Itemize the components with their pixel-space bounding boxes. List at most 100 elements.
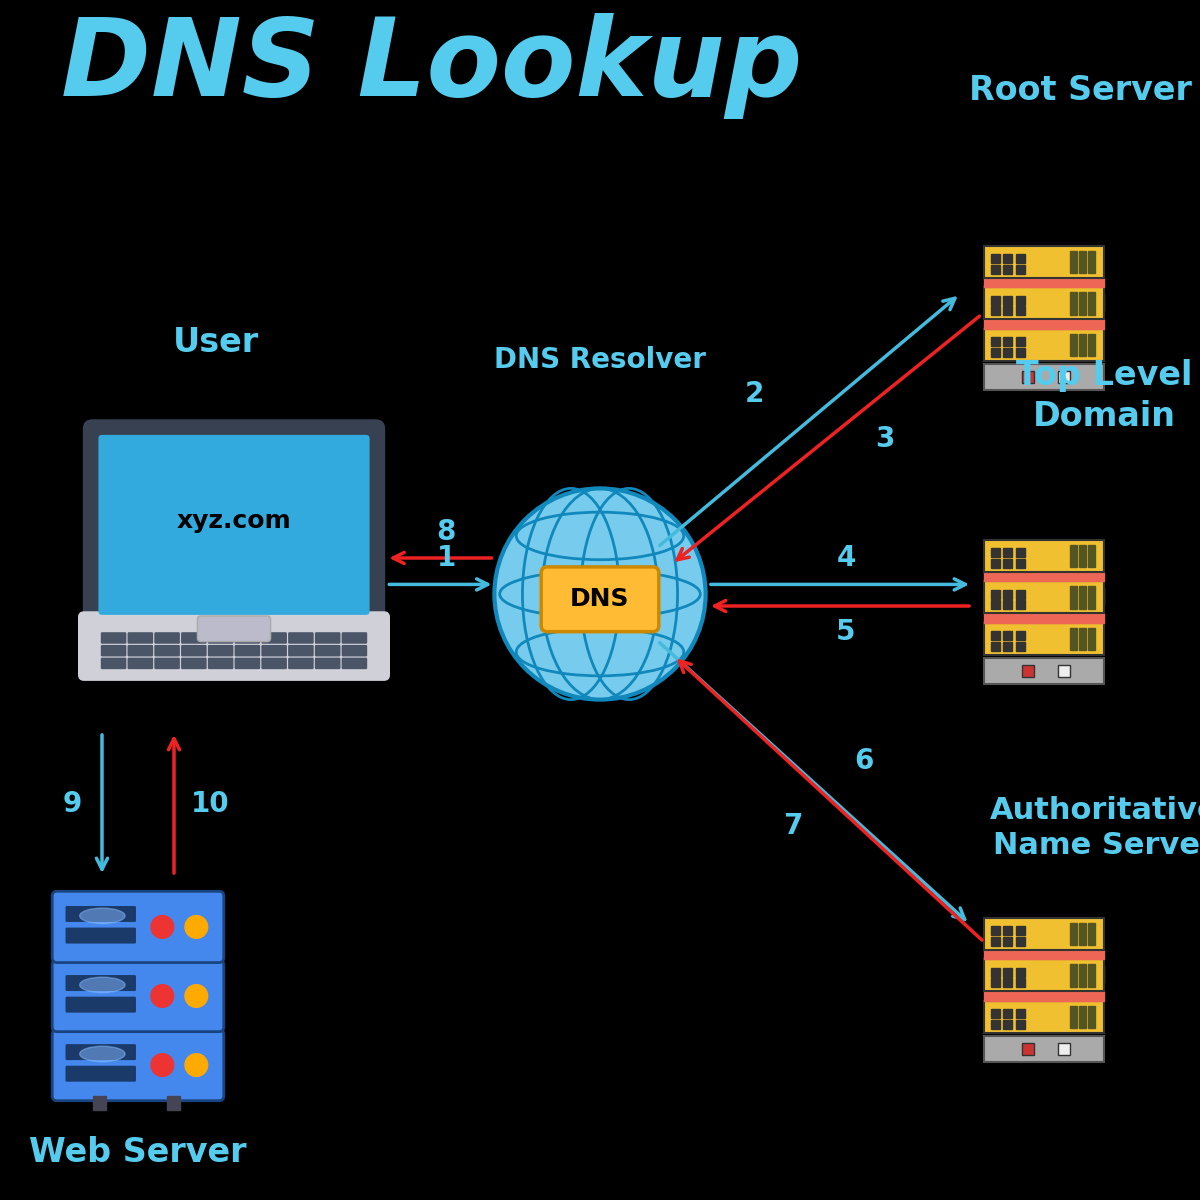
Bar	[1088, 628, 1096, 650]
Text: 2: 2	[745, 380, 764, 408]
Bar	[984, 991, 1104, 1001]
Bar	[1003, 337, 1013, 347]
Bar	[1015, 600, 1025, 610]
FancyBboxPatch shape	[984, 966, 1000, 983]
Bar	[984, 319, 1104, 329]
Bar	[991, 1020, 1000, 1028]
Bar	[1003, 1020, 1013, 1028]
Bar	[1003, 978, 1013, 988]
Bar	[1003, 548, 1013, 557]
FancyBboxPatch shape	[984, 540, 1104, 572]
FancyBboxPatch shape	[235, 658, 260, 670]
Bar	[1080, 334, 1086, 356]
FancyBboxPatch shape	[1022, 1043, 1034, 1055]
Bar	[991, 348, 1000, 356]
FancyBboxPatch shape	[984, 588, 1000, 605]
Bar	[991, 937, 1000, 946]
Bar	[984, 613, 1104, 623]
Circle shape	[151, 1054, 174, 1076]
Bar	[1080, 964, 1086, 986]
Bar	[1003, 590, 1013, 599]
FancyBboxPatch shape	[53, 892, 224, 962]
FancyBboxPatch shape	[208, 632, 233, 643]
FancyBboxPatch shape	[342, 644, 367, 656]
Bar	[991, 926, 1000, 935]
Circle shape	[185, 985, 208, 1007]
Circle shape	[494, 488, 706, 700]
Bar	[1003, 559, 1013, 568]
Bar	[92, 1096, 106, 1110]
Bar	[991, 254, 1000, 263]
FancyBboxPatch shape	[1058, 371, 1070, 383]
FancyBboxPatch shape	[1088, 294, 1104, 311]
FancyBboxPatch shape	[984, 1001, 1104, 1033]
FancyBboxPatch shape	[342, 658, 367, 670]
Bar	[1088, 964, 1096, 986]
Text: 6: 6	[854, 746, 874, 775]
Text: 7: 7	[784, 811, 803, 840]
FancyBboxPatch shape	[984, 658, 1104, 684]
Circle shape	[185, 916, 208, 938]
FancyBboxPatch shape	[984, 329, 1104, 361]
Bar	[1070, 964, 1078, 986]
FancyBboxPatch shape	[66, 976, 136, 991]
Bar	[1080, 1006, 1086, 1028]
Bar	[1070, 292, 1078, 314]
Bar	[1015, 937, 1025, 946]
FancyBboxPatch shape	[984, 364, 1104, 390]
Bar	[1003, 254, 1013, 263]
FancyBboxPatch shape	[101, 632, 126, 643]
Bar	[1015, 559, 1025, 568]
Bar	[984, 950, 1104, 959]
Bar	[1070, 334, 1078, 356]
Bar	[991, 600, 1000, 610]
Bar	[1080, 923, 1086, 946]
Bar	[1070, 1006, 1078, 1028]
Ellipse shape	[79, 977, 125, 992]
Bar	[1015, 1009, 1025, 1019]
Bar	[1015, 265, 1025, 274]
Text: 8: 8	[437, 517, 456, 546]
Bar	[1088, 545, 1096, 568]
FancyBboxPatch shape	[208, 644, 233, 656]
FancyBboxPatch shape	[1022, 371, 1034, 383]
Bar	[167, 1096, 180, 1110]
FancyBboxPatch shape	[984, 1036, 1104, 1062]
Bar	[1088, 292, 1096, 314]
Text: DNS Resolver: DNS Resolver	[494, 346, 706, 374]
FancyBboxPatch shape	[101, 644, 126, 656]
FancyBboxPatch shape	[984, 918, 1104, 950]
Bar	[991, 265, 1000, 274]
Ellipse shape	[79, 1046, 125, 1062]
FancyBboxPatch shape	[1022, 665, 1034, 677]
FancyBboxPatch shape	[155, 658, 180, 670]
FancyBboxPatch shape	[78, 611, 390, 680]
FancyBboxPatch shape	[53, 1030, 224, 1100]
Text: 10: 10	[191, 790, 229, 818]
Bar	[1015, 926, 1025, 935]
Bar	[1088, 251, 1096, 274]
Bar	[1088, 586, 1096, 608]
FancyBboxPatch shape	[208, 658, 233, 670]
Text: DNS: DNS	[570, 587, 630, 611]
Bar	[1015, 968, 1025, 977]
FancyBboxPatch shape	[288, 632, 313, 643]
Bar	[1015, 1020, 1025, 1028]
Bar	[991, 548, 1000, 557]
FancyBboxPatch shape	[127, 632, 154, 643]
Bar	[1015, 254, 1025, 263]
Bar	[1088, 1006, 1096, 1028]
Bar	[991, 1009, 1000, 1019]
FancyBboxPatch shape	[314, 658, 341, 670]
Bar	[991, 296, 1000, 305]
Bar	[991, 559, 1000, 568]
Bar	[1015, 631, 1025, 641]
FancyBboxPatch shape	[155, 632, 180, 643]
Bar	[1003, 937, 1013, 946]
FancyBboxPatch shape	[541, 566, 659, 631]
Bar	[1003, 968, 1013, 977]
Ellipse shape	[79, 908, 125, 924]
Bar	[1015, 590, 1025, 599]
FancyBboxPatch shape	[197, 616, 271, 642]
FancyBboxPatch shape	[181, 632, 206, 643]
